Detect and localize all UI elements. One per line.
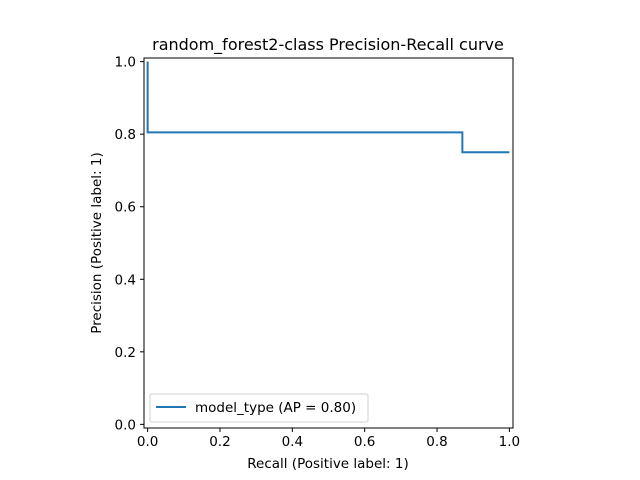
plot-area (143, 57, 514, 429)
x-tick-label: 0.8 (426, 434, 447, 450)
y-tick-label: 1.0 (115, 55, 136, 71)
legend-box (149, 393, 369, 423)
x-tick-label: 1.0 (499, 434, 520, 450)
x-axis: 0.0 0.2 0.4 0.6 0.8 1.0 (137, 428, 520, 450)
y-axis: 0.0 0.2 0.4 0.6 0.8 1.0 (115, 55, 144, 433)
legend-label: model_type (AP = 0.80) (195, 400, 356, 416)
legend: model_type (AP = 0.80) (149, 393, 369, 423)
x-tick-label: 0.0 (137, 434, 158, 450)
x-tick-label: 0.4 (282, 434, 303, 450)
y-tick-label: 0.4 (115, 272, 136, 288)
x-axis-label: Recall (Positive label: 1) (247, 456, 409, 472)
y-tick-label: 0.8 (115, 127, 136, 143)
y-axis-label: Precision (Positive label: 1) (89, 152, 105, 333)
y-tick-label: 0.0 (115, 417, 136, 433)
precision-recall-line (146, 61, 510, 154)
x-tick-label: 0.6 (354, 434, 375, 450)
x-tick-label: 0.2 (209, 434, 230, 450)
chart-title: random_forest2-class Precision-Recall cu… (152, 35, 504, 55)
y-tick-label: 0.6 (115, 200, 136, 216)
y-tick-label: 0.2 (115, 345, 136, 361)
